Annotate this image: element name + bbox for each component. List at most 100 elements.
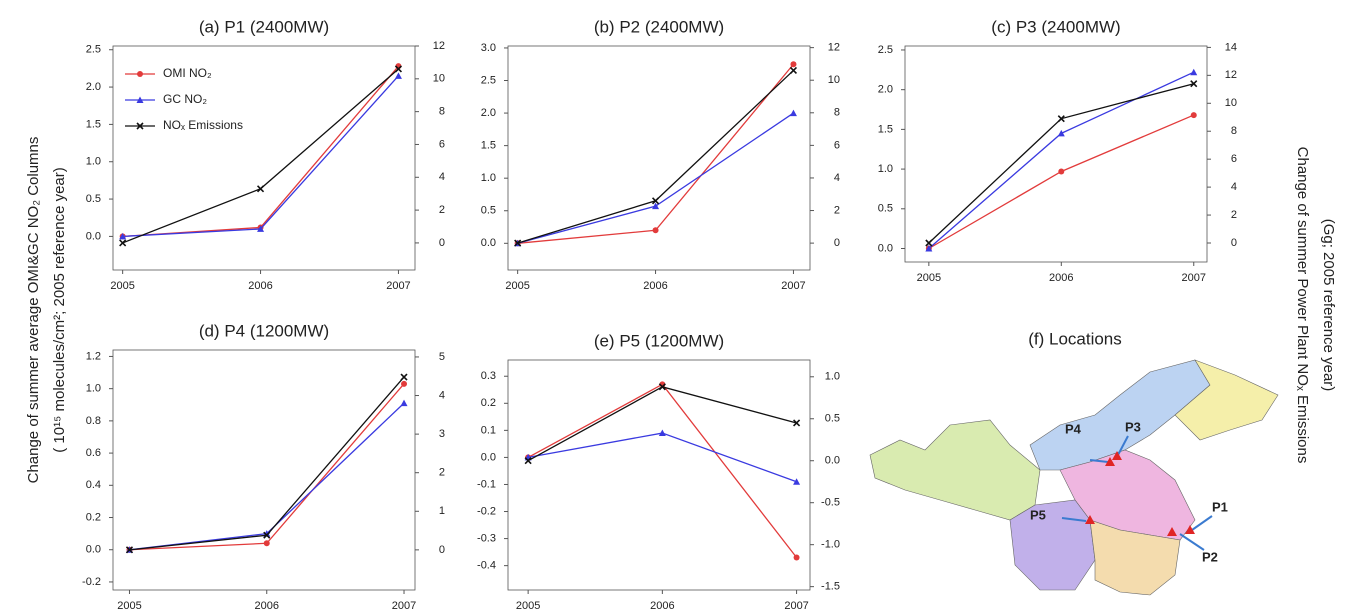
x-tick-label: 2007 [1182,272,1206,284]
y2-tick-label: 6 [1231,153,1237,165]
legend-label: GC NO₂ [163,92,207,106]
y2-tick-label: 0 [439,237,445,249]
y-tick-label: 0.0 [481,237,496,249]
marker [1190,80,1198,88]
y-tick-label: 1.0 [86,383,101,395]
y2-tick-label: 0 [1231,237,1237,249]
y2-tick-label: 12 [1225,69,1237,81]
marker [394,72,402,79]
marker [925,245,933,252]
y-tick-label: 1.0 [86,156,101,168]
marker [1057,129,1065,137]
marker [652,227,659,234]
plot-frame [112,45,416,271]
y2-tick-label: 6 [439,138,445,150]
y2-tick-label: 8 [834,107,840,119]
series-line [527,383,798,558]
marker [651,197,660,205]
y-tick-label: -0.2 [477,505,496,517]
y-tick-label: -0.1 [477,478,496,490]
arrows [1061,435,1213,551]
marker [119,232,127,240]
arrow [1117,435,1129,456]
marker [125,546,134,554]
y-tick-label: 2.5 [878,44,893,56]
y2-tick-label: 0 [834,237,840,249]
y-tick-label: 0.0 [86,544,101,556]
marker [1058,168,1065,175]
plot-frame [507,45,811,271]
map-label: P5 [1030,507,1046,522]
plant [1112,451,1122,460]
x-tick-label: 2006 [255,600,279,610]
marker [119,239,127,247]
marker [789,66,798,75]
marker [400,399,408,407]
y-tick-label: 0.0 [86,230,101,242]
plot-frame [904,45,1208,263]
y2-tick-label: 14 [1225,41,1237,53]
marker [790,61,797,68]
x-tick-label: 2005 [117,600,141,610]
y-tick-label: 2.0 [86,81,101,93]
x-tick-label: 2005 [110,280,134,292]
series-line [129,383,405,551]
plot-frame [507,359,811,591]
y2-tick-label: 0.0 [825,455,840,467]
y-tick-label: 0.5 [878,203,893,215]
y-tick-label: 0.0 [481,451,496,463]
y-tick-label: 1.2 [86,350,101,362]
region-west [869,419,1041,521]
region-south [1089,519,1181,596]
chart-title: (d) P4 (1200MW) [199,321,329,340]
map-label: P1 [1212,499,1228,514]
map-label: P4 [1065,421,1082,436]
map: P1 P2 P3 P4 P5 [869,359,1279,596]
marker [524,457,532,465]
y2-tick-label: 12 [828,42,840,54]
series-line [928,83,1194,244]
y2-axis-label: Change of summer Power Plant NOₓ Emissio… [1294,147,1311,464]
y-axis-label: Change of summer average OMI&GC NO₂ Colu… [25,137,42,484]
y2-tick-label: 4 [1231,181,1237,193]
arrow [1191,515,1213,531]
marker [652,202,660,210]
x-tick-label: 2007 [386,280,410,292]
marker [263,540,270,547]
arrow [1089,459,1109,463]
plant [1167,527,1177,536]
chart-title: (c) P3 (2400MW) [991,17,1120,36]
y-tick-label: 0.2 [86,511,101,523]
y2-axis-label: (Gg; 2005 reference year) [1320,219,1337,392]
y-tick-label: 0.3 [481,370,496,382]
plot-frame [112,349,416,591]
marker [793,478,801,485]
y-tick-label: 3.0 [481,42,496,54]
x-tick-label: 2006 [643,280,667,292]
y2-tick-label: 0 [439,544,445,556]
y2-tick-label: 4 [834,172,840,184]
marker [793,554,800,561]
marker [789,109,797,117]
y-tick-label: 0.1 [481,424,496,436]
series-line [129,376,405,551]
marker [257,225,265,232]
y-tick-label: 1.5 [86,118,101,130]
marker [401,380,408,387]
marker [1057,115,1065,123]
plant [1085,515,1095,524]
series-line [528,432,797,483]
y2-tick-label: 10 [1225,97,1237,109]
y2-tick-label: 10 [433,73,445,85]
y2-tick-label: 2 [834,204,840,216]
y2-tick-label: 0.5 [825,413,840,425]
y-tick-label: 2.5 [481,74,496,86]
y-tick-label: 2.0 [878,84,893,96]
y2-tick-label: 1 [439,505,445,517]
marker [1190,112,1197,119]
plants [1085,451,1195,536]
arrow [1061,517,1087,522]
y-tick-label: 0.2 [481,397,496,409]
plant [1105,457,1115,466]
